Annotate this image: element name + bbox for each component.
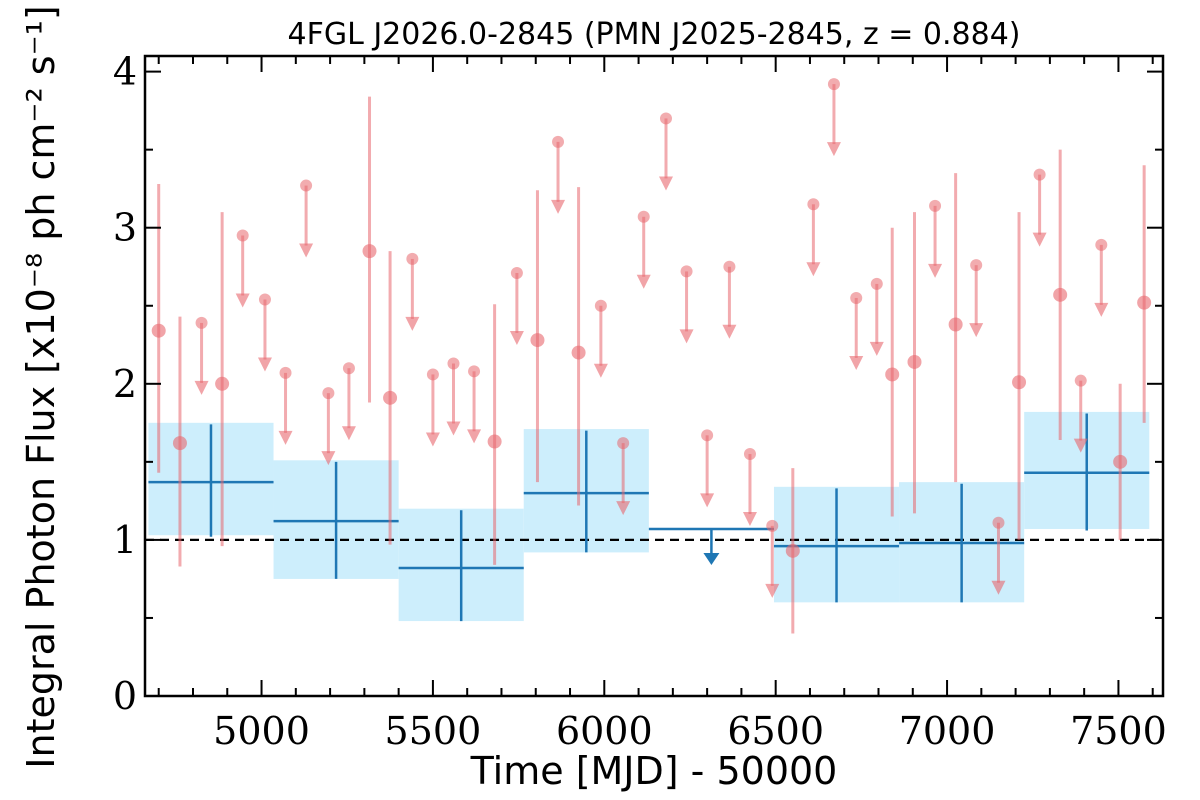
short-bin-upper-limit-arrow [1094,302,1109,317]
short-bin-upper-limit-marker [594,299,607,312]
y-axis-label: Integral Photon Flux [x10⁻⁸ ph cm⁻² s⁻¹] [19,5,63,768]
short-bin-point [1113,454,1128,469]
short-bin-upper-limit-marker [406,252,419,265]
short-bin-point [571,345,586,360]
short-bin-upper-limit-marker [743,448,756,461]
short-bin-upper-limit-marker [468,365,481,378]
short-bin-upper-limit-arrow [321,451,336,466]
short-bin-upper-limit-marker [300,179,313,192]
short-bin-upper-limit-marker [617,437,630,450]
short-bin-upper-limit-marker [1095,238,1108,251]
short-bin-upper-limit-arrow [425,432,440,447]
short-bin-upper-limit-arrow [849,355,864,370]
short-bin-upper-limit-arrow [235,293,250,308]
short-bin-upper-limit-arrow [257,357,272,372]
short-bin-point [785,543,800,558]
short-bin-upper-limit-arrow [194,380,209,395]
short-bin-point [383,390,398,405]
short-bin-upper-limit-marker [510,266,523,279]
y-tick-label: 1 [113,518,137,562]
short-bin-upper-limit-arrow [928,263,943,278]
short-bin-point [215,376,230,391]
short-bin-point [907,354,922,369]
x-tick-label: 6500 [727,709,824,753]
short-bin-upper-limit-arrow [405,316,420,331]
short-bin-upper-limit-marker [701,429,714,442]
short-bin-upper-limit-arrow [551,199,566,214]
chart-title: 4FGL J2026.0-2845 (PMN J2025-2845, z = 0… [287,17,1020,52]
short-bin-upper-limit-arrow [722,324,737,339]
short-bin-upper-limit-marker [766,519,779,532]
short-bin-upper-limit-marker [236,229,249,242]
short-bin-upper-limit-marker [992,516,1005,529]
x-tick-label: 6000 [556,709,653,753]
short-bin-upper-limit-arrow [969,323,984,338]
short-bin-upper-limit-arrow [341,426,356,441]
short-bin-upper-limit-marker [322,387,335,400]
x-tick-label: 5500 [385,709,482,753]
short-bin-upper-limit-marker [195,316,208,329]
x-tick-label: 7000 [899,709,996,753]
short-bin-upper-limit-arrow [742,512,757,527]
short-bin-upper-limit-arrow [299,243,314,258]
short-bin-upper-limit-marker [1033,168,1046,181]
short-bin-point [487,434,502,449]
short-bin-upper-limit-arrow [765,583,780,598]
short-bin-upper-limit-marker [659,112,672,125]
short-bin-upper-limit-marker [552,135,565,148]
short-bin-upper-limit-marker [723,260,736,273]
y-tick-label: 3 [113,206,137,250]
short-bin-upper-limit-marker [258,293,271,306]
short-bin-upper-limit-marker [827,78,840,91]
y-tick-label: 2 [113,362,137,406]
x-axis-label: Time [MJD] - 50000 [470,749,838,793]
short-bin-upper-limit-marker [637,210,650,223]
short-bin-point [151,323,166,338]
short-bin-upper-limit-arrow [467,429,482,444]
short-bin-point [362,244,377,259]
short-bin-point [885,367,900,382]
short-bin-upper-limit-arrow [679,329,694,344]
short-bin-upper-limit-arrow [658,176,673,191]
x-tick-label: 7500 [1070,709,1167,753]
axes: 5000 5500 6000 6500 7000 7500 0 1 2 3 4 [113,50,1167,753]
short-bin-upper-limit-marker [1074,374,1087,387]
short-bin-upper-limit-marker [426,368,439,381]
short-bin-upper-limit-arrow [278,430,293,445]
short-bin-point [1137,295,1152,310]
y-tick-label: 4 [113,50,137,94]
plot-area [145,78,1163,634]
short-bin-upper-limit-marker [279,366,292,379]
short-bin-upper-limit-arrow [700,493,715,508]
short-bin-upper-limit-marker [929,199,942,212]
short-bin-upper-limit-marker [807,198,820,211]
short-bin-upper-limit-marker [447,357,460,370]
short-bin-upper-limit-arrow [616,501,631,516]
short-bin-point [172,436,187,451]
short-bin-upper-limit-arrow [1073,438,1088,453]
short-bin-point [1012,375,1027,390]
x-tick-label: 5000 [213,709,310,753]
short-bin-point [530,333,545,348]
short-bin-upper-limit-arrow [593,363,608,378]
short-bin-upper-limit-arrow [806,262,821,277]
long-bin-upper-limit-arrow [703,552,720,565]
plot-frame [143,54,1165,698]
short-bin-point [948,317,963,332]
short-bin-upper-limit-arrow [869,341,884,356]
short-bin-upper-limit-arrow [826,142,841,157]
short-bin-upper-limit-arrow [446,421,461,436]
short-bin-point [1053,287,1068,302]
short-bin-upper-limit-marker [680,265,693,278]
short-bin-upper-limit-arrow [636,274,651,289]
short-bin-upper-limit-arrow [1032,232,1047,247]
short-bin-upper-limit-marker [870,277,883,290]
short-bin-upper-limit-marker [342,362,355,375]
short-bin-upper-limit-arrow [509,330,524,345]
short-bin-upper-limit-marker [850,291,863,304]
y-tick-label: 0 [113,674,137,718]
short-bin-upper-limit-arrow [991,580,1006,595]
short-bin-upper-limit-marker [970,259,983,272]
